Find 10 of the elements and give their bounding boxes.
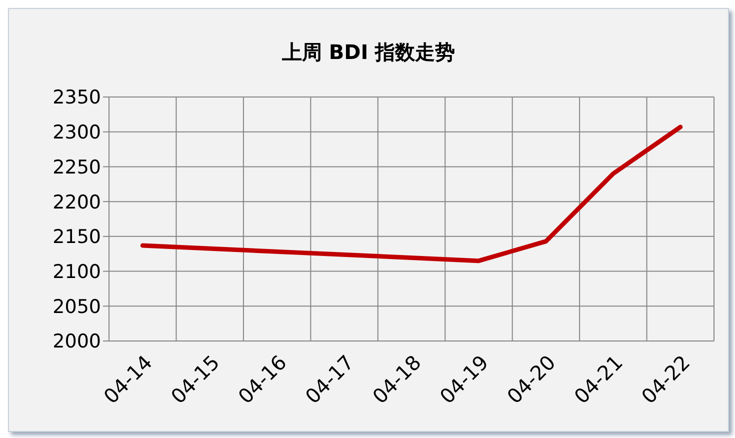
line-series [140, 124, 683, 264]
y-tick-label: 2350 [52, 86, 101, 109]
chart-title: 上周 BDI 指数走势 [280, 39, 456, 66]
y-tick-label: 2300 [52, 122, 101, 144]
y-tick-label: 2200 [52, 191, 101, 214]
y-tick-label: 2250 [52, 156, 101, 178]
y-tick-label: 2000 [52, 330, 101, 353]
y-tick-label: 2050 [52, 296, 101, 318]
y-tick-label: 2150 [52, 226, 101, 248]
y-tick-label: 2100 [52, 261, 101, 284]
